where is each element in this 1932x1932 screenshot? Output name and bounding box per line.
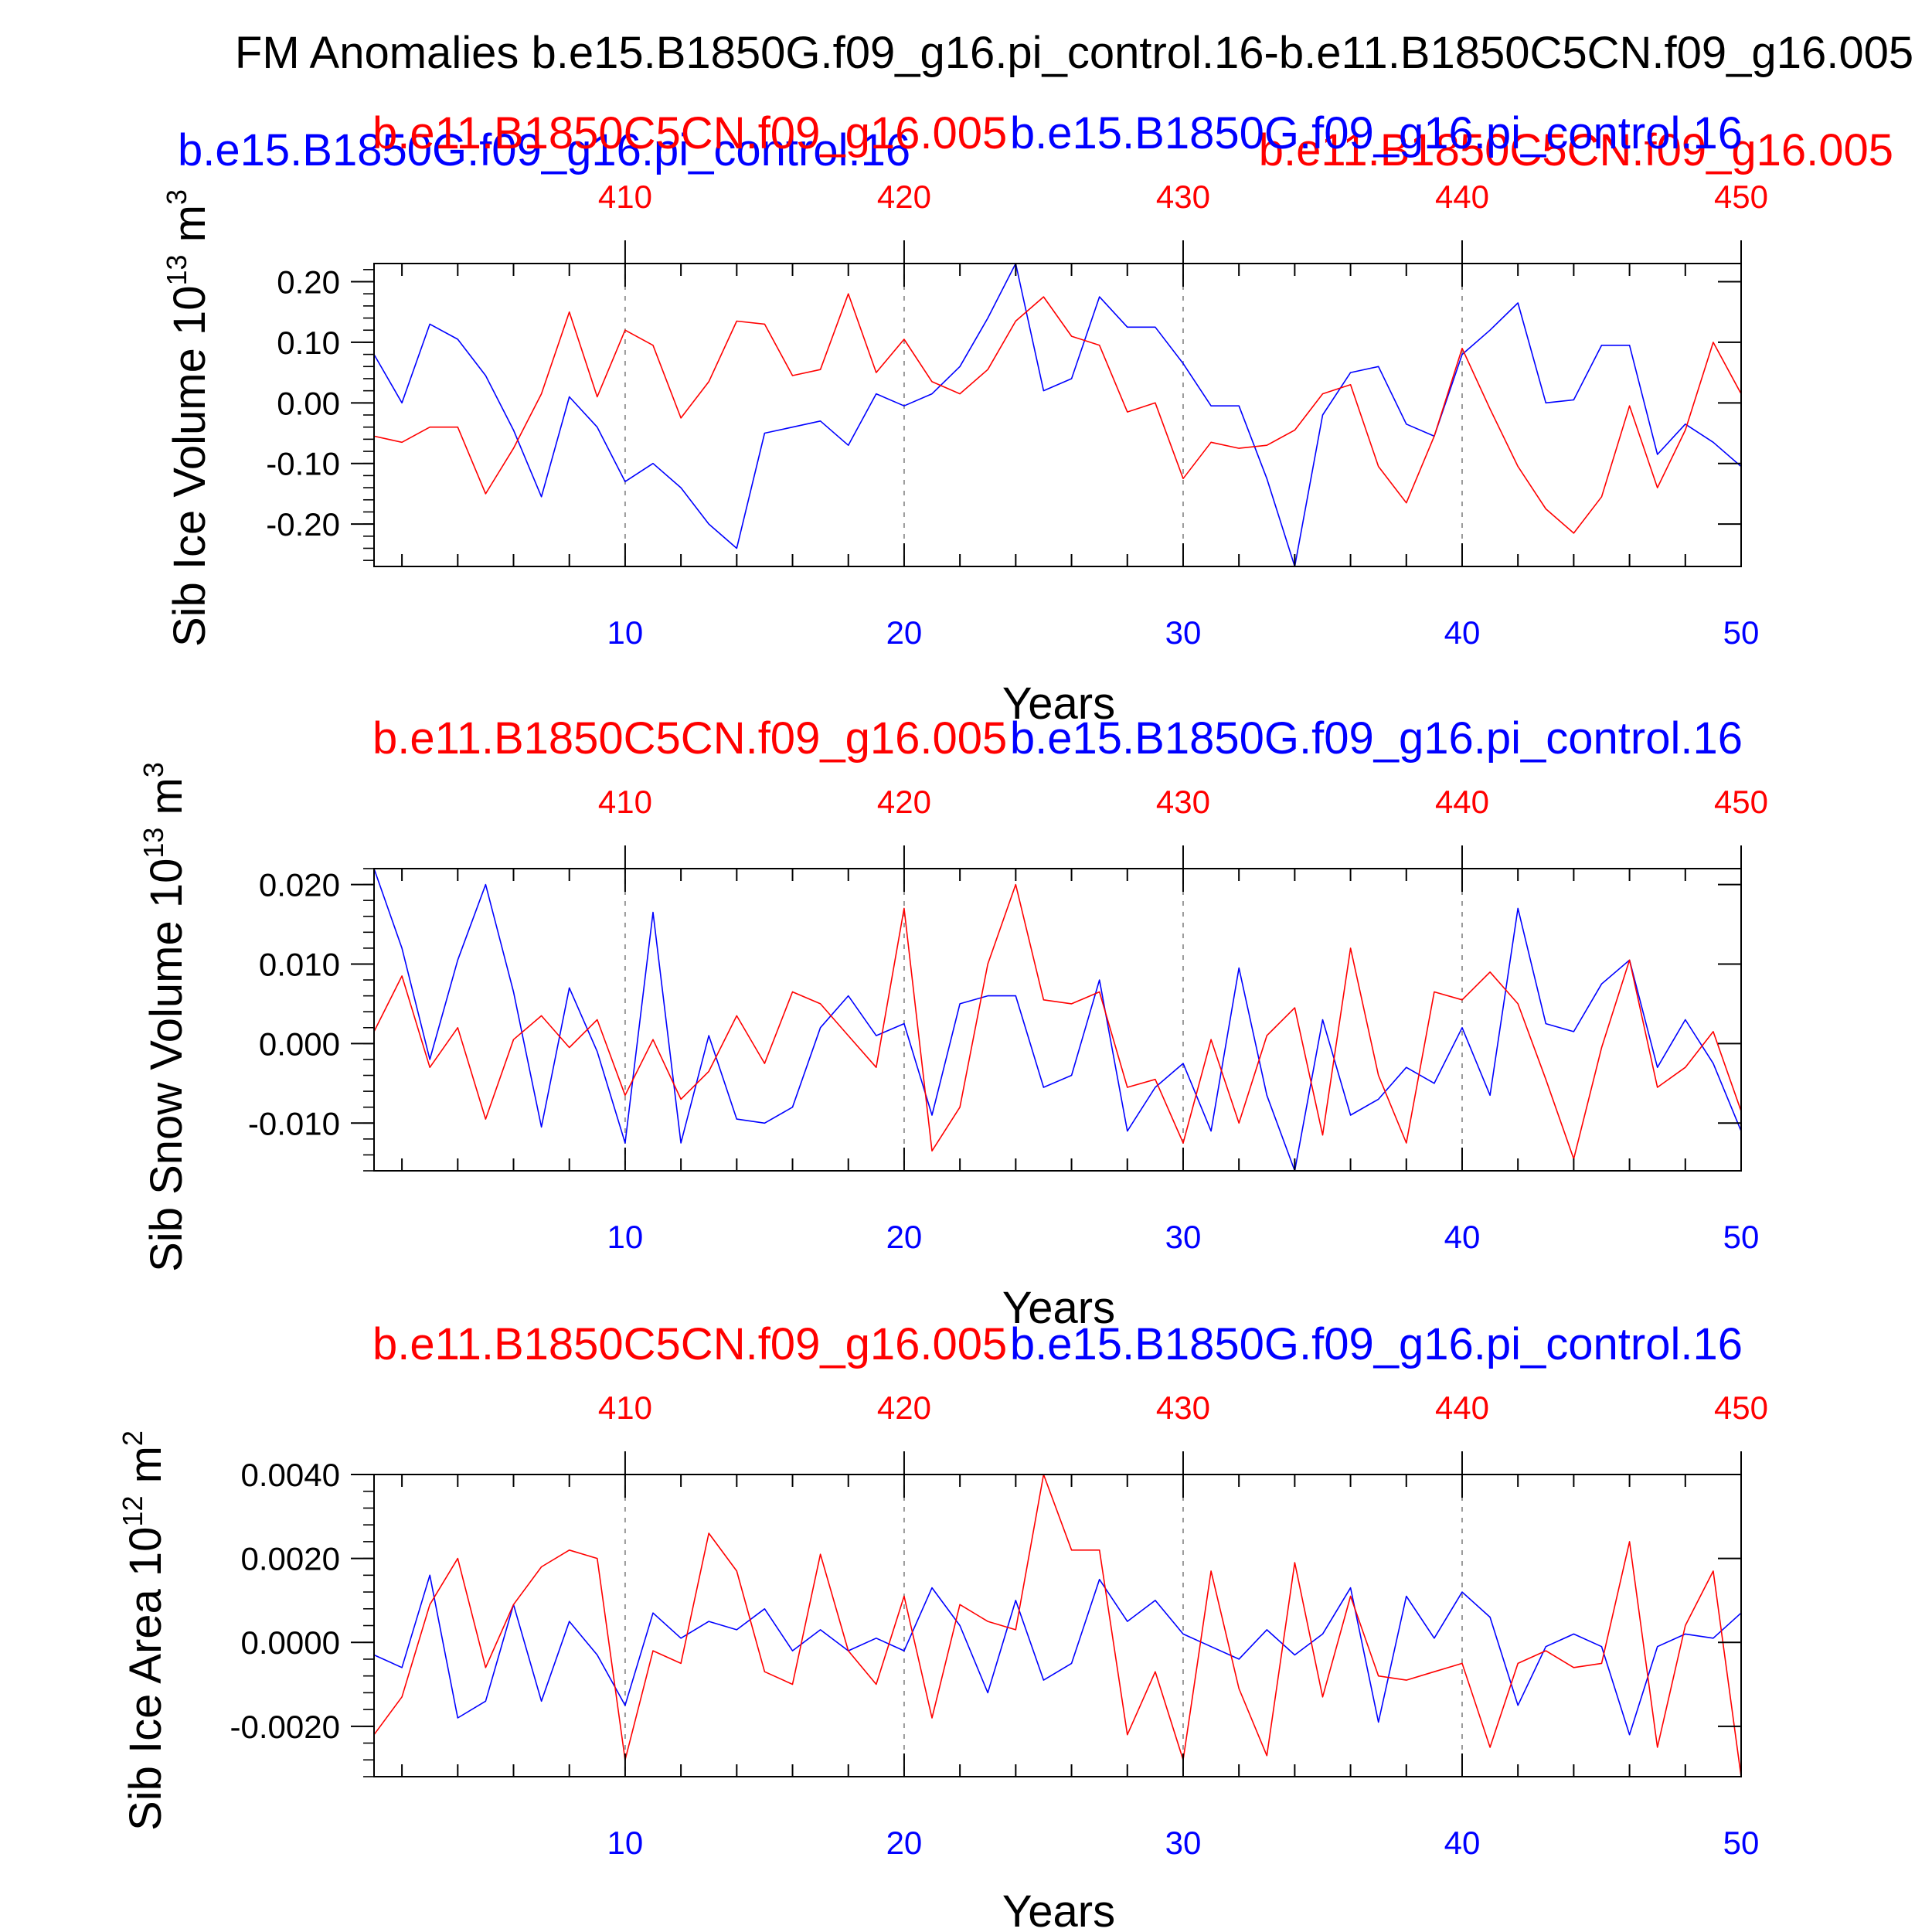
x-tick-label-top: 440 (1435, 784, 1489, 820)
series-line-blue (373, 1574, 1742, 1736)
y-tick-label: 0.0040 (241, 1457, 340, 1493)
y-tick-label: -0.010 (248, 1105, 340, 1141)
y-tick-label: 0.010 (259, 946, 340, 982)
series-line-red (373, 1474, 1742, 1777)
x-tick-label-top: 450 (1714, 784, 1768, 820)
x-tick-label-top: 420 (877, 1389, 931, 1426)
x-tick-label-bottom: 50 (1723, 614, 1760, 651)
x-tick-label-bottom: 20 (886, 614, 923, 651)
y-tick-label: 0.00 (277, 385, 340, 421)
top-red-case-label: b.e11.B1850C5CN.f09_g16.005 (1259, 125, 1893, 175)
x-axis-label: Years (1002, 1283, 1115, 1333)
x-tick-label-top: 450 (1714, 179, 1768, 215)
plot-frame (373, 868, 1742, 1172)
top-blue-case-label: b.e15.B1850G.f09_g16.pi_control.16 (178, 125, 910, 175)
panel-top-right-label: b.e15.B1850G.f09_g16.pi_control.16 (1010, 1319, 1743, 1369)
y-tick-label: 0.000 (259, 1026, 340, 1062)
panel-sib-ice-area: b.e11.B1850C5CN.f09_g16.005 b.e15.B1850G… (117, 1319, 1768, 1932)
x-tick-label-bottom: 40 (1444, 614, 1481, 651)
series-line-blue (373, 868, 1742, 1172)
x-tick-label-bottom: 10 (607, 1219, 644, 1255)
x-tick-label-bottom: 50 (1723, 1825, 1760, 1861)
y-tick-label: 0.10 (277, 325, 340, 361)
y-tick-label: -0.0020 (230, 1709, 340, 1745)
series-line-blue (373, 263, 1742, 567)
panel-top-right-label: b.e15.B1850G.f09_g16.pi_control.16 (1010, 108, 1743, 158)
y-tick-label: 0.20 (277, 264, 340, 301)
panel-sib-ice-volume: b.e11.B1850C5CN.f09_g16.005 b.e15.B1850G… (161, 108, 1768, 729)
series-line-red (373, 883, 1742, 1160)
x-tick-label-bottom: 10 (607, 614, 644, 651)
x-tick-label-top: 430 (1156, 1389, 1210, 1426)
plot-frame (373, 1474, 1742, 1777)
y-tick-label: -0.20 (266, 506, 340, 543)
figure-title: FM Anomalies b.e15.B1850G.f09_g16.pi_con… (235, 28, 1913, 78)
panel-top-left-label: b.e11.B1850C5CN.f09_g16.005 (372, 108, 1007, 158)
x-tick-label-top: 410 (598, 179, 652, 215)
y-tick-label: 0.0000 (241, 1624, 340, 1661)
x-tick-label-top: 410 (598, 1389, 652, 1426)
x-tick-label-bottom: 30 (1165, 1219, 1202, 1255)
y-tick-label: 0.0020 (241, 1541, 340, 1577)
y-tick-label: -0.10 (266, 446, 340, 482)
x-tick-label-bottom: 40 (1444, 1219, 1481, 1255)
x-axis-label: Years (1002, 1886, 1115, 1932)
x-tick-label-bottom: 30 (1165, 1825, 1202, 1861)
x-tick-label-top: 430 (1156, 179, 1210, 215)
x-tick-label-top: 410 (598, 784, 652, 820)
x-tick-label-top: 440 (1435, 179, 1489, 215)
panel-top-left-label: b.e11.B1850C5CN.f09_g16.005 (372, 713, 1007, 764)
x-tick-label-bottom: 20 (886, 1219, 923, 1255)
panel-sib-snow-volume: b.e11.B1850C5CN.f09_g16.005 b.e15.B1850G… (138, 713, 1768, 1333)
y-tick-label: 0.020 (259, 867, 340, 903)
x-tick-label-bottom: 10 (607, 1825, 644, 1861)
x-tick-label-bottom: 30 (1165, 614, 1202, 651)
y-axis-label: Sib Ice Volume 1013 m3 (161, 189, 215, 647)
x-axis-label: Years (1002, 679, 1115, 729)
x-tick-label-bottom: 20 (886, 1825, 923, 1861)
x-tick-label-bottom: 50 (1723, 1219, 1760, 1255)
x-tick-label-bottom: 40 (1444, 1825, 1481, 1861)
x-tick-label-top: 420 (877, 784, 931, 820)
x-tick-label-top: 440 (1435, 1389, 1489, 1426)
y-axis-label: Sib Snow Volume 1013 m3 (138, 762, 192, 1272)
panel-top-left-label: b.e11.B1850C5CN.f09_g16.005 (372, 1319, 1007, 1369)
x-tick-label-top: 430 (1156, 784, 1210, 820)
x-tick-label-top: 420 (877, 179, 931, 215)
panel-top-right-label: b.e15.B1850G.f09_g16.pi_control.16 (1010, 713, 1743, 764)
plot-frame (373, 263, 1742, 567)
series-line-red (373, 293, 1742, 534)
y-axis-label: Sib Ice Area 1012 m2 (117, 1430, 171, 1831)
x-tick-label-top: 450 (1714, 1389, 1768, 1426)
